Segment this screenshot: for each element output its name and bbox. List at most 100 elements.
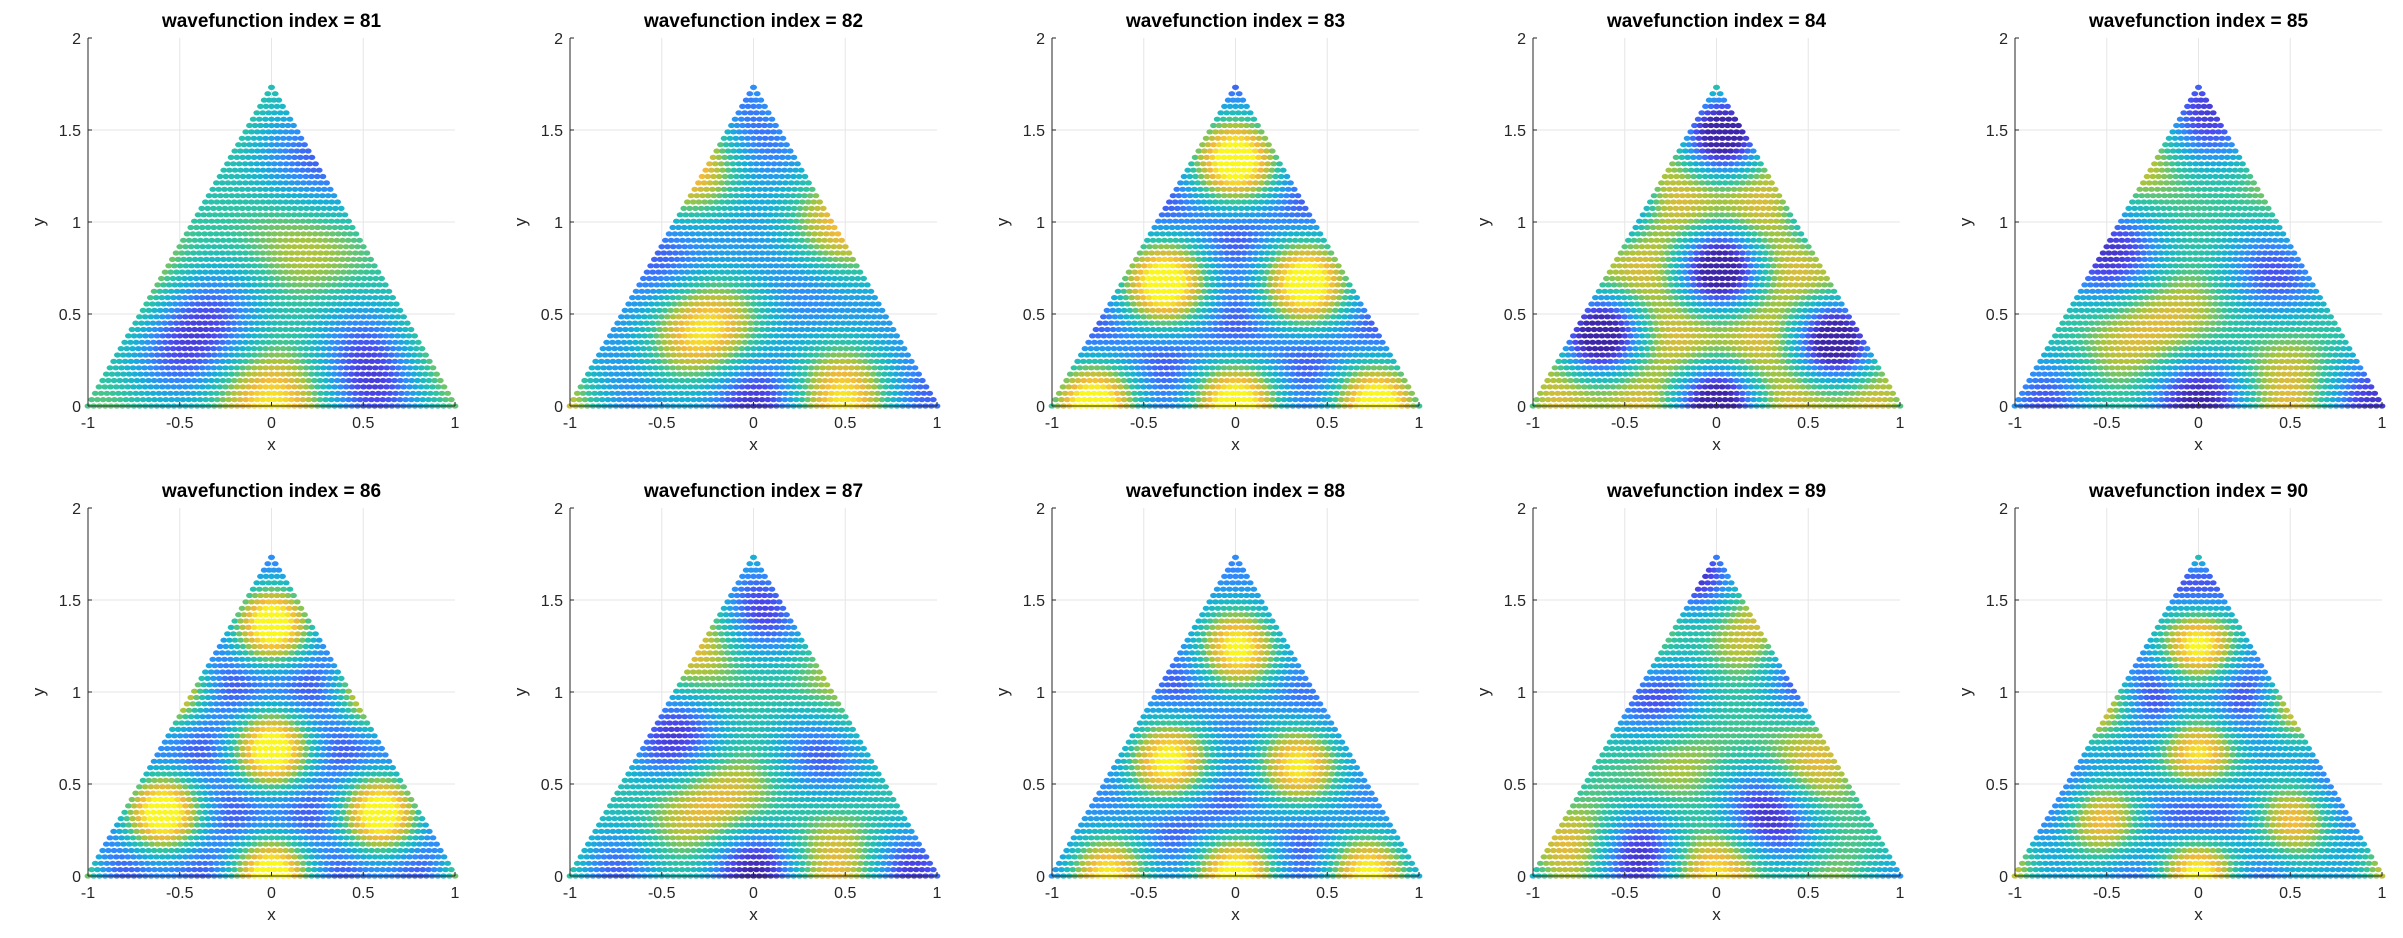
scatter-point (600, 384, 608, 390)
scatter-point (213, 390, 221, 396)
scatter-point (1217, 269, 1225, 275)
scatter-point (319, 301, 326, 307)
scatter-point (181, 346, 189, 352)
scatter-point (297, 186, 305, 192)
scatter-point (205, 282, 213, 288)
scatter-point (706, 180, 714, 186)
scatter-point (178, 390, 186, 396)
scatter-point (250, 186, 258, 192)
scatter-point (675, 224, 682, 231)
scatter-point (242, 339, 250, 345)
scatter-point (207, 320, 215, 326)
scatter-point (138, 339, 146, 345)
scatter-point (625, 390, 633, 396)
scatter-point (1232, 186, 1239, 192)
scatter-point (228, 173, 235, 180)
scatter-point (896, 339, 904, 345)
scatter-point (191, 307, 198, 313)
scatter-point (176, 263, 184, 269)
scatter-point (1200, 358, 1208, 364)
scatter-point (343, 346, 351, 352)
scatter-point (732, 365, 740, 371)
scatter-point (1287, 320, 1294, 326)
scatter-point (793, 231, 801, 237)
scatter-point (127, 339, 134, 345)
scatter-point (282, 320, 290, 326)
scatter-point (282, 231, 290, 237)
scatter-point (305, 390, 313, 396)
scatter-point (411, 333, 418, 339)
scatter-point (753, 91, 761, 97)
scatter-point (216, 244, 224, 250)
scatter-point (1209, 365, 1216, 371)
scatter-point (785, 186, 793, 192)
scatter-point (318, 212, 326, 218)
scatter-point (170, 365, 177, 371)
scatter-point (850, 358, 858, 364)
scatter-point (1220, 314, 1228, 320)
scatter-point (259, 288, 267, 294)
scatter-point (781, 269, 789, 275)
scatter-point (1168, 314, 1176, 320)
scatter-point (425, 358, 433, 364)
scatter-point (144, 358, 152, 364)
scatter-point (105, 397, 113, 403)
scatter-point (1355, 377, 1362, 384)
scatter-point (172, 390, 180, 396)
scatter-point (345, 269, 353, 275)
scatter-point (412, 365, 420, 371)
scatter-point (120, 371, 127, 377)
scatter-point (245, 282, 253, 288)
scatter-point (276, 237, 284, 243)
scatter-point (210, 205, 217, 211)
scatter-point (313, 193, 321, 199)
scatter-point (649, 390, 656, 396)
scatter-point (1206, 180, 1213, 186)
scatter-point (684, 218, 692, 224)
scatter-point (302, 301, 309, 307)
scatter-point (605, 365, 613, 371)
scatter-point (271, 161, 278, 167)
scatter-point (782, 180, 789, 186)
scatter-point (204, 224, 212, 231)
scatter-point (1145, 365, 1153, 371)
scatter-point (200, 301, 207, 307)
scatter-point (1145, 314, 1153, 320)
scatter-point (256, 212, 264, 218)
scatter-point (250, 205, 258, 211)
scatter-point (397, 358, 404, 364)
scatter-point (328, 390, 336, 396)
scatter-point (839, 390, 847, 396)
scatter-point (152, 295, 160, 301)
scatter-point (308, 263, 315, 269)
scatter-point (669, 333, 677, 339)
scatter-point (715, 275, 723, 282)
scatter-point (181, 384, 189, 390)
scatter-point (303, 186, 311, 192)
scatter-point (196, 218, 204, 224)
scatter-point (173, 288, 181, 294)
scatter-point (205, 244, 212, 250)
scatter-point (350, 307, 358, 313)
scatter-point (296, 295, 304, 301)
scatter-point (1235, 250, 1242, 256)
scatter-point (1298, 199, 1305, 205)
scatter-point (185, 377, 192, 384)
scatter-point (810, 307, 817, 313)
scatter-point (1168, 205, 1175, 211)
scatter-point (651, 346, 659, 352)
scatter-point (371, 384, 379, 390)
scatter-point (288, 307, 295, 313)
scatter-point (1194, 320, 1202, 326)
scatter-point (348, 224, 356, 231)
scatter-point (870, 314, 878, 320)
scatter-point (1252, 339, 1259, 345)
scatter-point (259, 390, 267, 396)
scatter-point (1194, 180, 1202, 186)
scatter-point (305, 199, 313, 205)
scatter-point (649, 320, 656, 326)
scatter-point (430, 397, 438, 403)
scatter-point (276, 307, 284, 313)
scatter-point (683, 250, 691, 256)
scatter-point (744, 224, 752, 231)
